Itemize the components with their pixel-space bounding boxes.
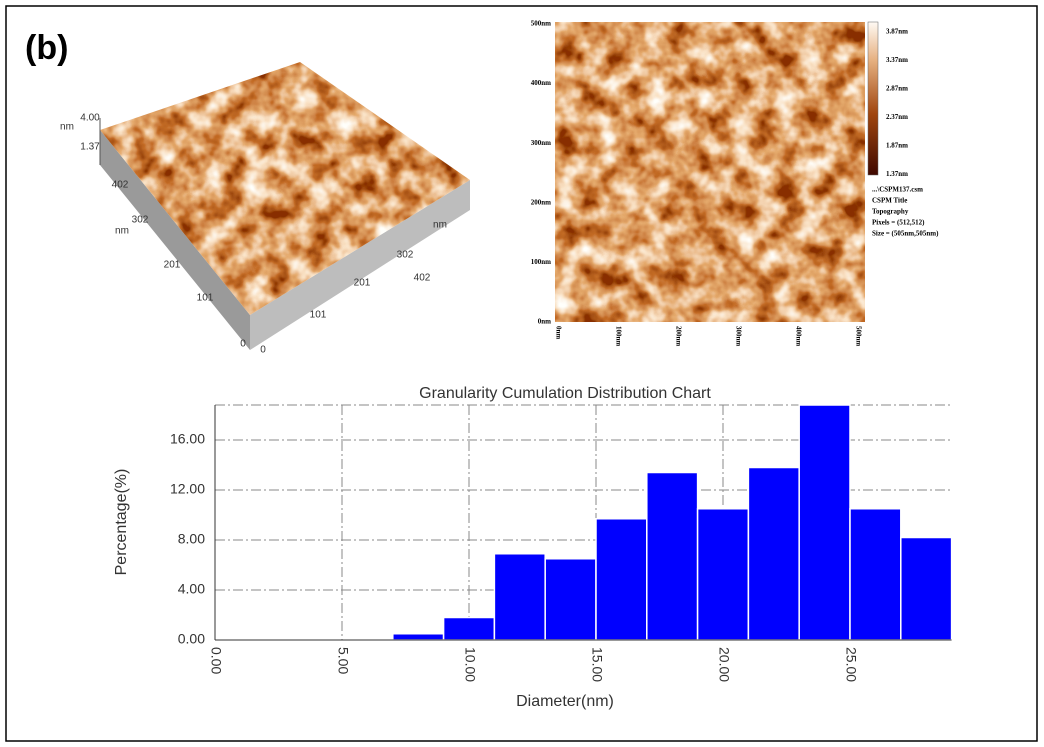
afm-x-label: 100nm: [614, 326, 622, 346]
afm-3d-label: 302: [397, 250, 414, 261]
afm-2d: [555, 22, 878, 322]
panel-label: (b): [25, 29, 68, 67]
x-tick-label: 10.00: [462, 647, 478, 682]
chart-title: Granularity Cumulation Distribution Char…: [419, 385, 711, 402]
bar: [850, 509, 901, 640]
colorbar-label: 3.87nm: [886, 28, 908, 36]
afm-3d-label: nm: [60, 122, 74, 133]
afm-y-label: 0nm: [538, 318, 551, 326]
bar: [901, 538, 952, 641]
x-tick-label: 5.00: [335, 647, 351, 674]
colorbar-label: 1.87nm: [886, 142, 908, 150]
y-axis-label: Percentage(%): [113, 469, 130, 576]
afm-x-label: 500nm: [854, 326, 862, 346]
afm-y-label: 400nm: [531, 79, 551, 87]
figure: (b) nm4.001.37402302nm201101001012013024…: [0, 0, 1044, 747]
afm-3d-label: 0: [260, 345, 266, 356]
afm-3d-label: nm: [433, 220, 447, 231]
x-tick-label: 25.00: [843, 647, 859, 682]
afm-info: Size = (505nm,505nm): [872, 230, 939, 238]
bar: [545, 559, 596, 640]
x-axis-label: Diameter(nm): [516, 693, 614, 710]
afm-y-label: 100nm: [531, 258, 551, 266]
afm-info: ...\CSPM137.csm: [872, 186, 923, 194]
afm-3d-label: 302: [132, 215, 149, 226]
afm-3d-label: 1.37: [80, 142, 100, 153]
bar: [393, 634, 444, 640]
afm-x-label: 200nm: [674, 326, 682, 346]
y-tick-label: 4.00: [178, 581, 205, 597]
colorbar-label: 2.87nm: [886, 85, 908, 93]
afm-3d-label: 201: [164, 260, 181, 271]
afm-x-label: 400nm: [794, 326, 802, 346]
x-tick-label: 15.00: [589, 647, 605, 682]
bar: [444, 618, 495, 641]
y-tick-label: 0.00: [178, 631, 205, 647]
bar: [494, 554, 545, 640]
afm-3d-label: 4.00: [80, 113, 100, 124]
afm-y-label: 200nm: [531, 198, 551, 206]
afm-info: Pixels = (512,512): [872, 219, 925, 227]
y-tick-label: 16.00: [170, 431, 205, 447]
afm-3d-label: 402: [414, 273, 431, 284]
afm-y-label: 300nm: [531, 139, 551, 147]
x-tick-label: 0.00: [208, 647, 224, 674]
afm-3d-label: nm: [115, 226, 129, 237]
afm-3d-label: 101: [310, 310, 327, 321]
afm-3d-label: 101: [197, 293, 214, 304]
afm-3d-label: 402: [112, 180, 129, 191]
colorbar-label: 3.37nm: [886, 56, 908, 64]
afm-info: Topography: [872, 208, 909, 216]
colorbar-label: 1.37nm: [886, 170, 908, 178]
bar: [596, 519, 647, 640]
y-tick-label: 12.00: [170, 481, 205, 497]
afm-3d-label: 201: [354, 278, 371, 289]
bar: [748, 468, 799, 641]
colorbar-label: 2.37nm: [886, 113, 908, 121]
bar: [799, 405, 850, 640]
afm-info: CSPM Title: [872, 197, 907, 205]
bar: [698, 509, 749, 640]
afm-3d-label: 0: [240, 339, 246, 350]
afm-x-label: 300nm: [734, 326, 742, 346]
afm-y-label: 500nm: [531, 20, 551, 28]
x-tick-label: 20.00: [716, 647, 732, 682]
afm-x-label: 0nm: [554, 326, 562, 339]
y-tick-label: 8.00: [178, 531, 205, 547]
bar: [647, 473, 698, 641]
